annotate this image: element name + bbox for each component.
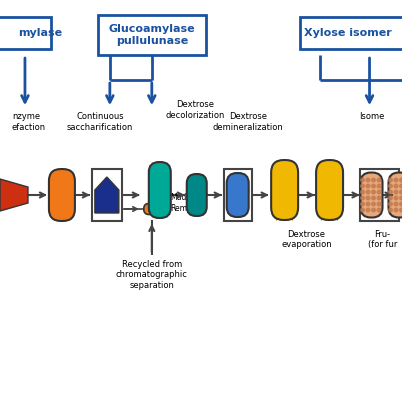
Circle shape bbox=[377, 196, 381, 200]
Circle shape bbox=[377, 190, 381, 194]
Circle shape bbox=[394, 208, 398, 212]
Circle shape bbox=[394, 196, 398, 200]
Circle shape bbox=[377, 178, 381, 182]
Text: mylase: mylase bbox=[18, 28, 62, 38]
Circle shape bbox=[394, 184, 398, 188]
Bar bbox=[299, 17, 403, 49]
Text: Isome: Isome bbox=[359, 112, 384, 121]
Bar bbox=[0, 17, 51, 49]
Circle shape bbox=[361, 190, 364, 194]
Circle shape bbox=[361, 202, 364, 206]
Bar bbox=[224, 169, 252, 221]
Circle shape bbox=[377, 184, 381, 188]
FancyBboxPatch shape bbox=[361, 172, 382, 218]
Circle shape bbox=[372, 184, 375, 188]
Text: Dextrose
decolorization: Dextrose decolorization bbox=[165, 100, 224, 120]
Text: Dextrose
demineralization: Dextrose demineralization bbox=[212, 112, 283, 131]
Text: Dextrose
evaporation: Dextrose evaporation bbox=[281, 230, 332, 249]
Circle shape bbox=[372, 190, 375, 194]
Circle shape bbox=[400, 190, 403, 194]
Text: Fru-
(for fur: Fru- (for fur bbox=[368, 230, 397, 249]
Text: Continuous
saccharification: Continuous saccharification bbox=[66, 112, 133, 131]
Circle shape bbox=[372, 178, 375, 182]
Bar bbox=[359, 169, 399, 221]
Circle shape bbox=[389, 184, 392, 188]
Circle shape bbox=[400, 196, 403, 200]
Circle shape bbox=[361, 208, 364, 212]
FancyBboxPatch shape bbox=[187, 174, 207, 216]
Text: Mud
Removal: Mud Removal bbox=[170, 193, 203, 213]
Circle shape bbox=[389, 190, 392, 194]
Text: nzyme
efaction: nzyme efaction bbox=[12, 112, 46, 131]
Circle shape bbox=[361, 178, 364, 182]
Circle shape bbox=[377, 208, 381, 212]
Circle shape bbox=[377, 202, 381, 206]
Circle shape bbox=[400, 178, 403, 182]
Text: Xylose isomer: Xylose isomer bbox=[304, 28, 391, 38]
FancyBboxPatch shape bbox=[49, 169, 75, 221]
Circle shape bbox=[389, 202, 392, 206]
Circle shape bbox=[366, 184, 370, 188]
Text: Glucoamylase
pullulunase: Glucoamylase pullulunase bbox=[108, 25, 195, 46]
Polygon shape bbox=[0, 179, 28, 211]
FancyBboxPatch shape bbox=[271, 160, 298, 220]
Circle shape bbox=[372, 208, 375, 212]
Circle shape bbox=[394, 178, 398, 182]
FancyBboxPatch shape bbox=[316, 160, 343, 220]
Circle shape bbox=[400, 208, 403, 212]
Circle shape bbox=[394, 190, 398, 194]
Circle shape bbox=[389, 178, 392, 182]
FancyBboxPatch shape bbox=[227, 173, 249, 217]
Circle shape bbox=[389, 208, 392, 212]
Bar bbox=[92, 169, 122, 221]
Polygon shape bbox=[95, 177, 119, 213]
Circle shape bbox=[366, 190, 370, 194]
FancyBboxPatch shape bbox=[388, 172, 403, 218]
Circle shape bbox=[366, 208, 370, 212]
Circle shape bbox=[366, 202, 370, 206]
Circle shape bbox=[372, 202, 375, 206]
Circle shape bbox=[366, 178, 370, 182]
Circle shape bbox=[400, 184, 403, 188]
FancyBboxPatch shape bbox=[149, 162, 171, 218]
FancyBboxPatch shape bbox=[144, 204, 160, 214]
Bar bbox=[0, 185, 8, 205]
Circle shape bbox=[361, 196, 364, 200]
Circle shape bbox=[372, 196, 375, 200]
Circle shape bbox=[366, 196, 370, 200]
Bar bbox=[98, 15, 206, 55]
Text: Recycled from
chromatographic
separation: Recycled from chromatographic separation bbox=[116, 260, 188, 290]
Circle shape bbox=[400, 202, 403, 206]
Circle shape bbox=[389, 196, 392, 200]
Circle shape bbox=[361, 184, 364, 188]
Circle shape bbox=[394, 202, 398, 206]
